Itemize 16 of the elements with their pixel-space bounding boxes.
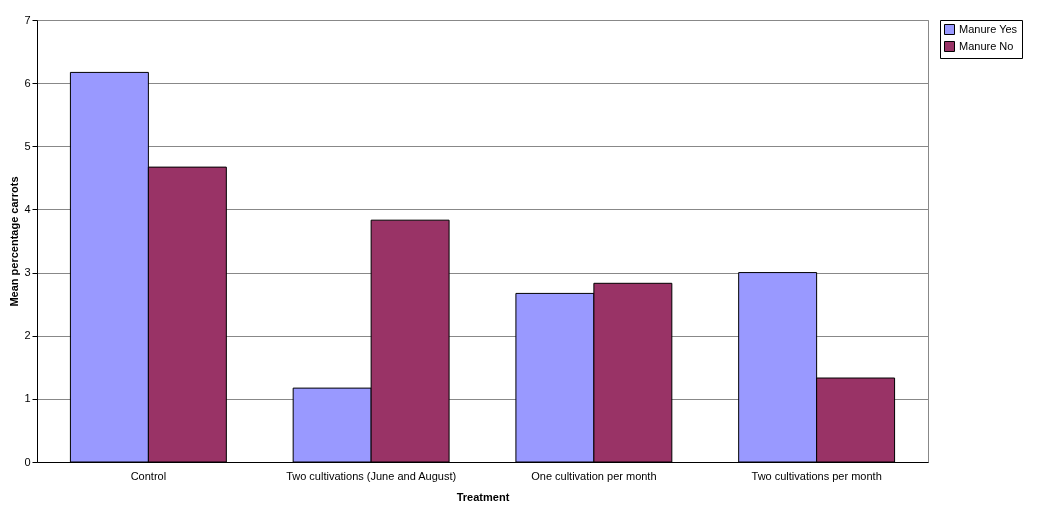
y-tick-label: 3 — [24, 266, 31, 279]
y-tick-label: 0 — [24, 455, 31, 468]
y-tick-label: 5 — [24, 139, 31, 152]
y-tick-label: 6 — [24, 76, 31, 89]
y-tick-label: 2 — [24, 329, 31, 342]
x-axis-title: Treatment — [456, 490, 510, 503]
x-tick-label: One cultivation per month — [531, 469, 657, 482]
legend-label: Manure Yes — [959, 22, 1018, 35]
y-tick-label: 1 — [24, 392, 31, 405]
x-tick-label: Two cultivations per month — [751, 469, 882, 482]
y-tick-label: 4 — [24, 202, 31, 215]
y-tick-label: 7 — [24, 13, 31, 26]
x-tick-label: Control — [130, 469, 167, 482]
legend-label: Manure No — [959, 39, 1014, 52]
x-tick-label: Two cultivations (June and August) — [286, 469, 457, 482]
y-axis-title: Mean percentage carrots — [8, 176, 21, 307]
